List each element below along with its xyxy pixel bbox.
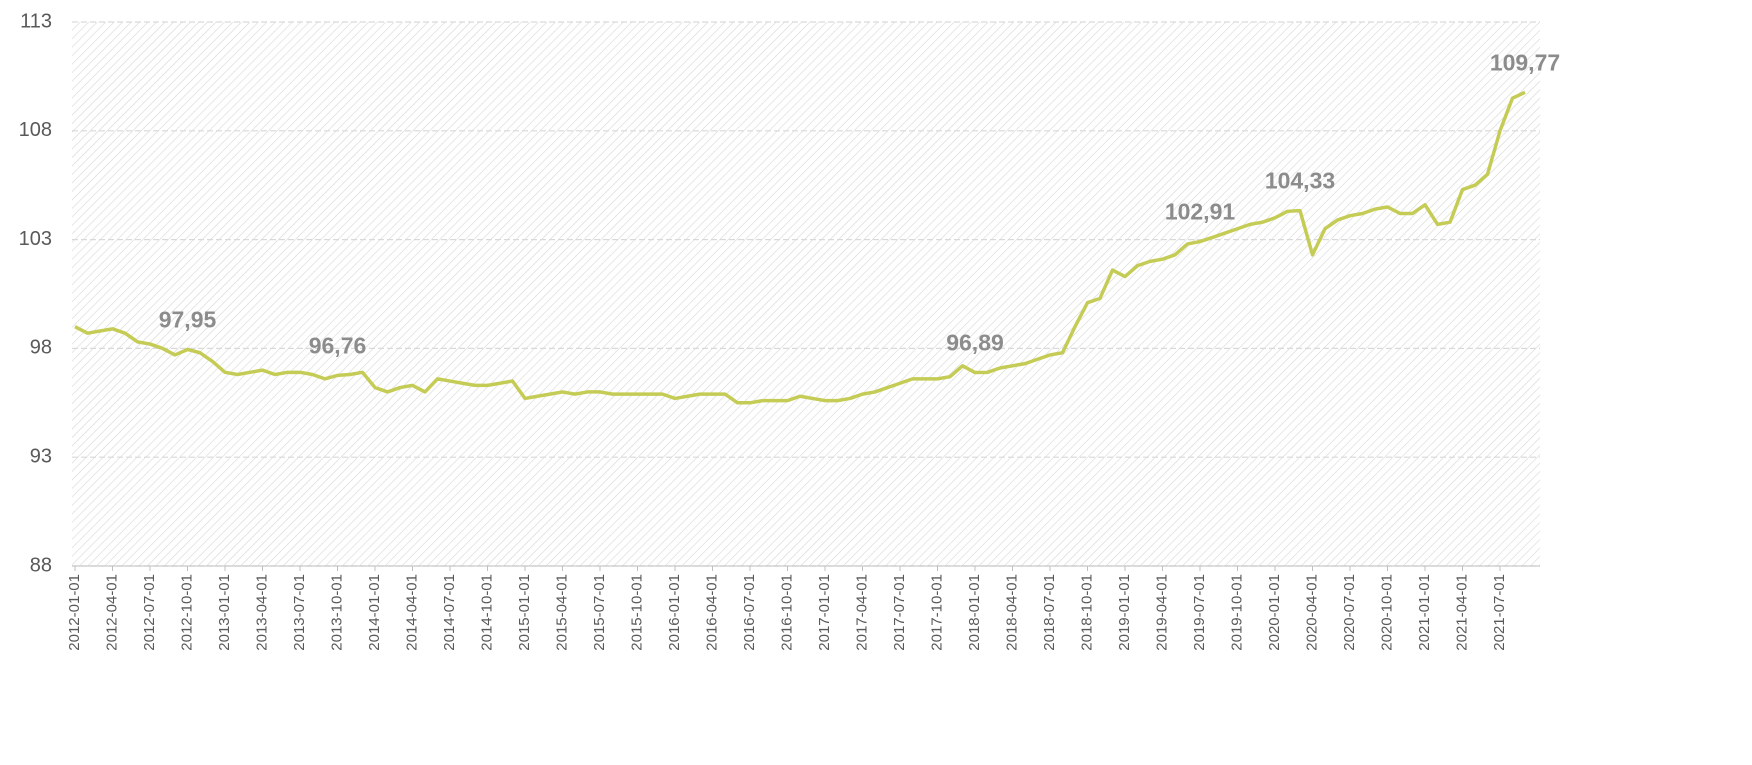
x-tick-label: 2018-01-01 <box>966 574 983 651</box>
x-tick-label: 2012-01-01 <box>66 574 83 651</box>
data-label: 96,89 <box>946 330 1004 356</box>
x-tick-label: 2021-01-01 <box>1416 574 1433 651</box>
x-tick-label: 2014-10-01 <box>478 574 495 651</box>
y-tick-label: 93 <box>30 445 52 467</box>
y-tick-label: 98 <box>30 337 52 359</box>
line-series <box>74 90 1526 405</box>
data-label: 109,77 <box>1490 49 1560 75</box>
x-tick-label: 2016-10-01 <box>778 574 795 651</box>
x-tick-label: 2014-01-01 <box>366 574 383 651</box>
plot-background <box>72 22 1540 566</box>
x-tick-label: 2019-01-01 <box>1116 574 1133 651</box>
x-tick-label: 2013-01-01 <box>216 574 233 651</box>
data-label: 104,33 <box>1265 168 1335 194</box>
data-label: 102,91 <box>1165 199 1236 225</box>
x-tick-label: 2017-01-01 <box>816 574 833 651</box>
y-tick-label: 88 <box>30 554 52 576</box>
x-tick-label: 2019-04-01 <box>1153 574 1170 651</box>
x-tick-label: 2013-07-01 <box>291 574 308 651</box>
x-tick-label: 2012-04-01 <box>103 574 120 651</box>
y-tick-label: 108 <box>19 119 52 141</box>
data-label: 97,95 <box>159 306 217 332</box>
x-tick-label: 2013-10-01 <box>328 574 345 651</box>
x-tick-label: 2015-04-01 <box>553 574 570 651</box>
x-tick-label: 2016-01-01 <box>666 574 683 651</box>
x-tick-label: 2015-10-01 <box>628 574 645 651</box>
x-tick-label: 2019-07-01 <box>1191 574 1208 651</box>
x-tick-label: 2017-04-01 <box>853 574 870 651</box>
x-tick-label: 2012-07-01 <box>141 574 158 651</box>
x-tick-label: 2019-10-01 <box>1228 574 1245 651</box>
x-tick-label: 2013-04-01 <box>253 574 270 651</box>
x-tick-label: 2020-07-01 <box>1341 574 1358 651</box>
x-tick-label: 2014-07-01 <box>441 574 458 651</box>
x-tick-label: 2016-04-01 <box>703 574 720 651</box>
y-tick-label: 103 <box>19 228 52 250</box>
x-tick-label: 2021-04-01 <box>1453 574 1470 651</box>
x-tick-label: 2016-07-01 <box>741 574 758 651</box>
x-tick-label: 2021-07-01 <box>1491 574 1508 651</box>
y-tick-label: 113 <box>20 10 52 32</box>
x-tick-label: 2018-10-01 <box>1078 574 1095 651</box>
x-tick-label: 2014-04-01 <box>403 574 420 651</box>
x-tick-label: 2020-10-01 <box>1378 574 1395 651</box>
x-tick-label: 2015-07-01 <box>591 574 608 651</box>
x-tick-label: 2020-04-01 <box>1303 574 1320 651</box>
x-tick-label: 2018-04-01 <box>1003 574 1020 651</box>
x-tick-label: 2020-01-01 <box>1266 574 1283 651</box>
x-tick-label: 2017-07-01 <box>891 574 908 651</box>
data-label: 96,76 <box>309 332 367 358</box>
x-tick-label: 2012-10-01 <box>178 574 195 651</box>
x-tick-label: 2018-07-01 <box>1041 574 1058 651</box>
x-tick-label: 2017-10-01 <box>928 574 945 651</box>
x-tick-label: 2015-01-01 <box>516 574 533 651</box>
